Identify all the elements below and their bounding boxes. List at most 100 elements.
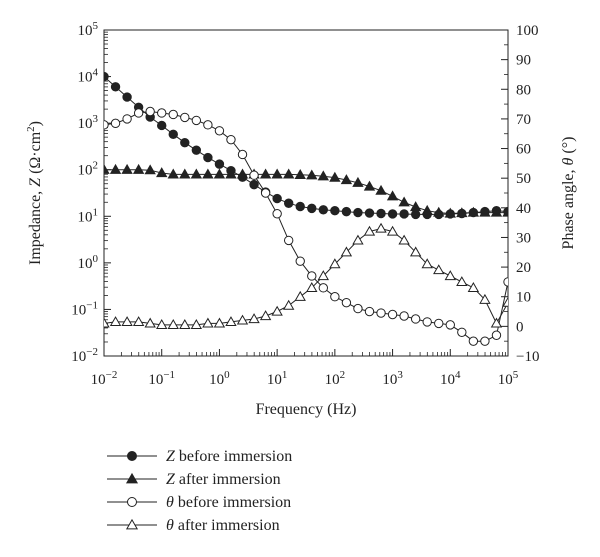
right-axis-title: Phase angle, θ (°) [560,137,577,250]
data-point-z-before [307,203,317,214]
x-axis-ticks: 10−2 10−1 100 101 102 103 104 105 [91,349,519,388]
data-point-theta-before [503,277,508,287]
data-point-theta-after [375,222,387,233]
series-theta-after [104,222,508,330]
data-point-z-after [104,163,110,174]
data-point-theta-before [341,297,352,308]
data-point-z-after [467,206,480,217]
data-point-theta-after [329,258,341,269]
left-tick-label: 10−2 [71,346,98,365]
right-tick-label: 50 [516,171,531,187]
data-point-theta-before [491,330,502,340]
data-point-theta-before [168,109,178,120]
data-point-z-before [272,193,282,204]
right-tick-label: 30 [516,230,531,246]
data-point-theta-after [502,296,508,307]
data-point-theta-before [237,149,248,160]
data-point-theta-before [249,170,259,180]
data-point-z-after [282,168,295,179]
data-point-z-after [502,206,508,217]
data-point-theta-after [202,317,214,328]
data-point-z-after [144,164,156,175]
legend-label-theta-after: θ after immersion [166,517,280,534]
legend-marker-z-after [125,472,139,484]
x-tick-label: 10−2 [91,369,118,388]
data-point-theta-after [363,225,376,236]
right-tick-label: 70 [516,112,531,128]
data-point-z-after [225,168,237,179]
data-point-theta-before [376,308,386,318]
data-point-z-after [121,163,133,174]
data-point-z-after [363,180,376,191]
data-point-z-after [306,169,318,180]
data-point-z-after [479,206,491,217]
data-point-theta-after [352,234,364,245]
data-point-theta-before [272,209,282,219]
data-point-theta-after [104,317,110,328]
data-point-theta-after [259,310,272,321]
series-line-z-before [104,76,508,215]
x-tick-label: 105 [498,369,519,388]
data-point-theta-before [157,108,167,118]
data-point-z-before [387,209,398,219]
data-point-theta-after [421,258,433,269]
data-point-z-after [167,168,179,179]
legend: Z before immersion Z after immersion θ bef… [107,448,292,534]
right-tick-label: 0 [516,319,524,335]
data-point-theta-after [109,316,122,327]
data-point-z-after [444,207,456,218]
data-point-theta-after [294,290,306,301]
legend-marker-theta-before [127,497,137,507]
legend-marker-theta-after [125,518,139,530]
data-point-z-after [340,174,353,185]
x-tick-label: 100 [209,369,230,388]
left-axis-ticks: 10−2 10−1 100 101 102 103 104 105 [71,20,111,365]
left-tick-label: 10−1 [71,299,98,318]
data-point-theta-after [167,319,179,330]
data-point-theta-after [317,270,330,281]
data-point-z-after [317,170,330,181]
left-axis-title: Impedance, Z (Ω·cm2) [25,121,44,265]
data-point-theta-before [226,134,236,145]
data-point-z-after [386,190,399,201]
x-tick-label: 10−1 [148,369,175,388]
data-point-theta-before [445,320,455,330]
data-point-z-before [399,209,409,219]
data-point-theta-before [434,318,444,329]
data-point-theta-before [410,314,421,324]
data-point-theta-after [236,314,249,325]
data-point-z-after [352,176,364,187]
data-point-theta-after [386,225,399,236]
data-point-theta-after [179,319,191,330]
data-point-theta-before [110,118,121,129]
data-point-z-after [236,168,249,179]
data-point-theta-before [387,309,398,320]
data-point-z-before [203,152,213,163]
data-point-z-after [190,168,203,179]
data-point-theta-before [295,256,305,266]
data-point-z-before [330,205,340,216]
legend-label-theta-before: θ before immersion [166,494,291,511]
data-point-theta-before [330,292,340,302]
data-point-theta-after [121,316,133,327]
data-point-z-before [364,208,375,218]
right-tick-label: 100 [516,23,539,39]
data-point-z-before [341,206,352,217]
data-point-z-after [375,184,387,195]
series-theta-before [104,106,508,346]
data-point-theta-before [180,112,190,123]
data-point-theta-before [422,317,432,327]
data-point-theta-before [145,106,155,117]
data-point-z-after [202,168,214,179]
data-point-theta-after [248,313,260,324]
series-line-theta-before [104,110,508,342]
left-tick-label: 101 [78,206,99,225]
right-axis-ticks: −10 0 10 20 30 40 50 60 70 80 90 100 [501,23,539,365]
data-point-z-after [259,168,272,179]
x-axis-title: Frequency (Hz) [256,401,357,418]
data-point-theta-before [318,283,329,293]
data-point-theta-after [225,316,237,327]
data-point-theta-after [456,276,468,287]
data-point-z-after [421,204,433,215]
